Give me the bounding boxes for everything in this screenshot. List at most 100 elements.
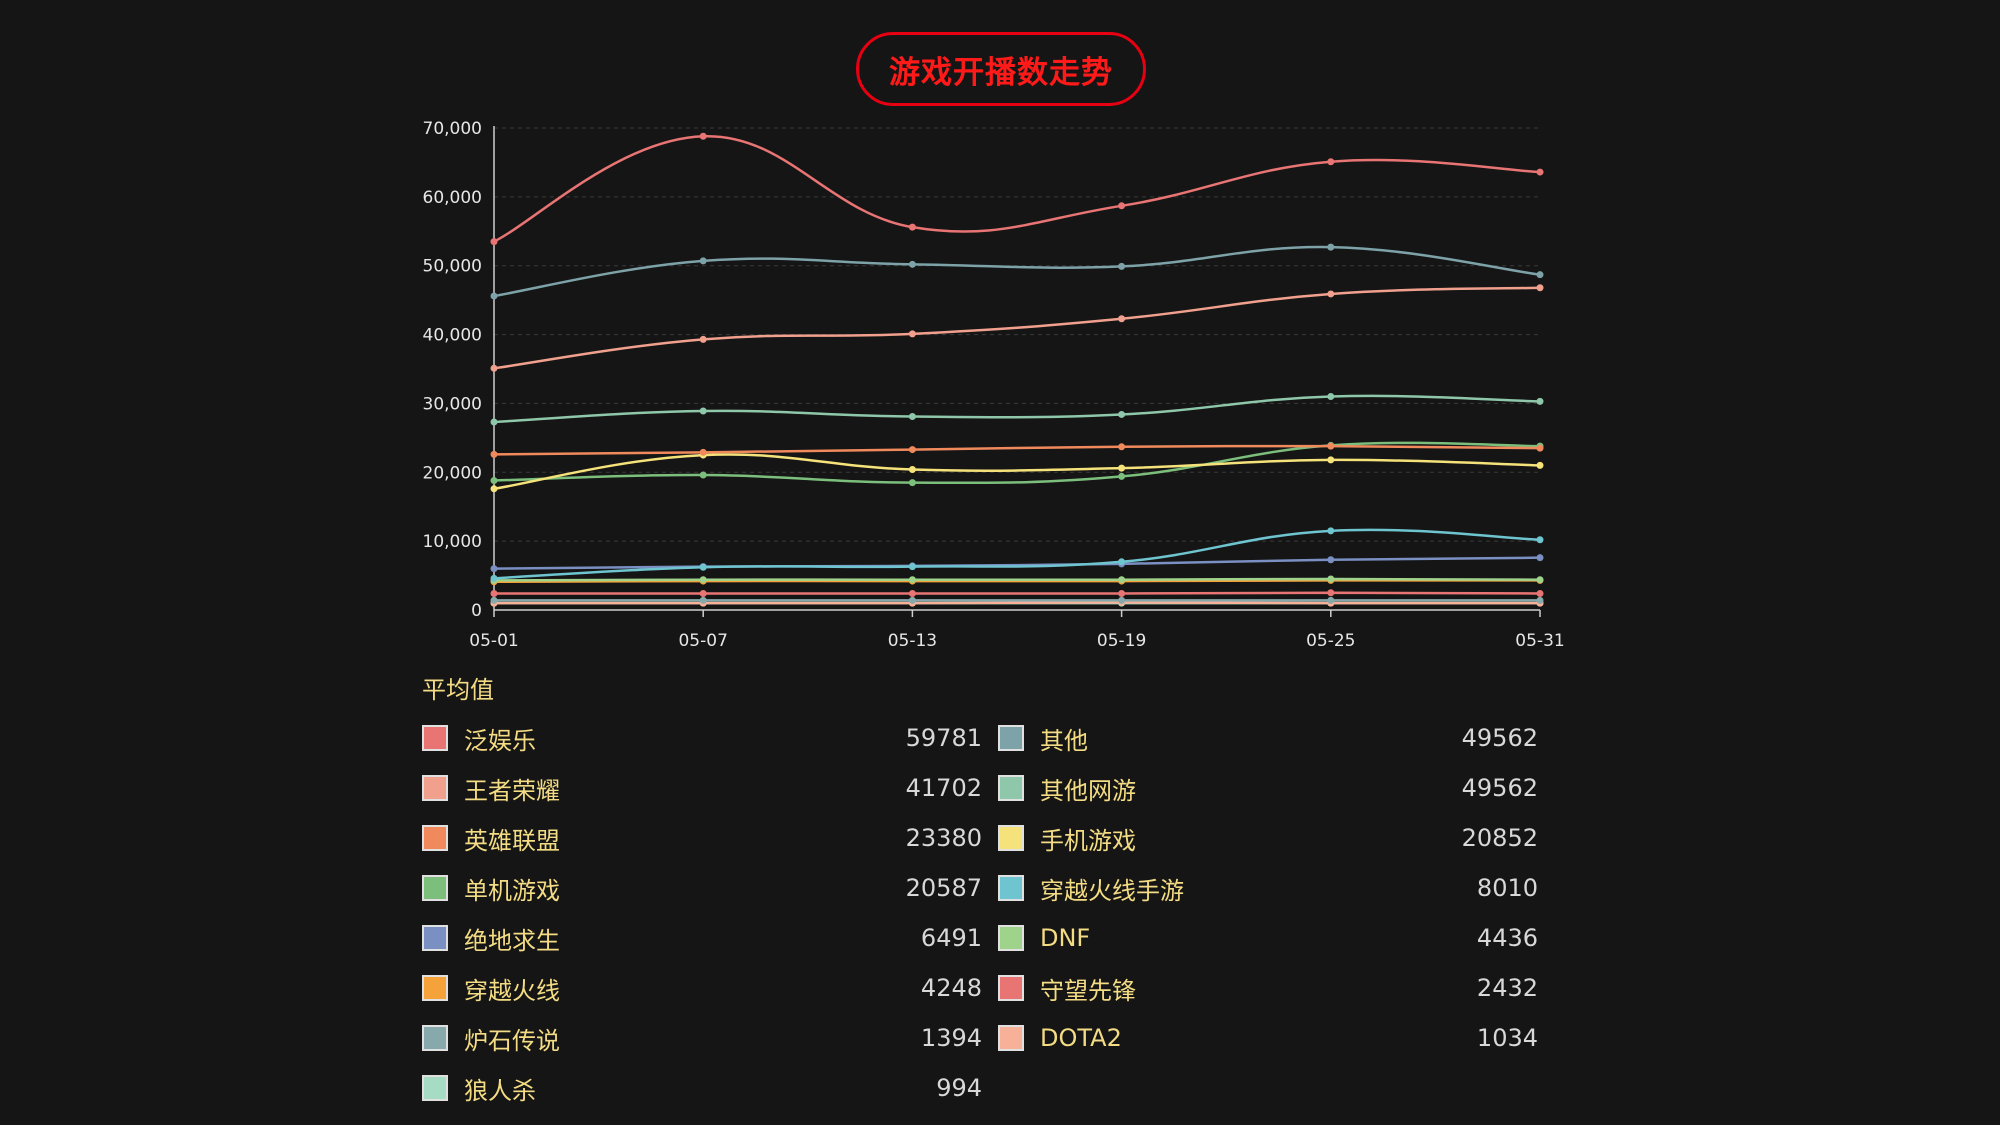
legend-name: 其他网游: [1040, 776, 1136, 805]
data-point: [1327, 393, 1335, 401]
data-point: [1118, 464, 1126, 472]
data-point: [1118, 589, 1126, 597]
legend-value: 59781: [905, 724, 982, 752]
legend-swatch: [422, 1025, 448, 1051]
data-point: [490, 477, 498, 485]
series-line: [493, 245, 1541, 298]
data-point: [908, 223, 916, 231]
legend-item: 王者荣耀 41702: [422, 768, 982, 808]
data-point: [908, 479, 916, 487]
data-point: [699, 407, 707, 415]
legend-name: 炉石传说: [464, 1026, 560, 1055]
legend-swatch: [422, 1075, 448, 1101]
legend-value: 49562: [1461, 774, 1538, 802]
legend-name: 穿越火线: [464, 976, 560, 1005]
legend-swatch: [422, 925, 448, 951]
legend-value: 2432: [1476, 974, 1538, 1002]
data-point: [908, 260, 916, 268]
legend-item: 泛娱乐 59781: [422, 718, 982, 758]
legend-item: 单机游戏 20587: [422, 868, 982, 908]
data-point: [908, 413, 916, 421]
legend-name: 王者荣耀: [464, 776, 560, 805]
line-chart: 0 10,000 20,000 30,000 40,000 50,000 60,000 70,…: [423, 119, 1565, 651]
data-point: [699, 563, 707, 571]
data-point: [908, 466, 916, 474]
legend-item: 狼人杀 994: [422, 1068, 982, 1108]
legend-swatch: [998, 975, 1024, 1001]
legend-item: 手机游戏 20852: [998, 818, 1538, 858]
data-point: [490, 589, 498, 597]
legend-name: 绝地求生: [464, 926, 560, 955]
legend-value: 41702: [905, 774, 982, 802]
legend-swatch: [998, 1025, 1024, 1051]
data-point: [1327, 527, 1335, 535]
y-tick-label: 30,000: [423, 394, 482, 414]
x-tick-label: 05-13: [888, 631, 937, 651]
data-point: [1118, 576, 1126, 584]
y-tick-label: 70,000: [423, 119, 482, 139]
legend-swatch: [422, 725, 448, 751]
legend-swatch: [422, 775, 448, 801]
legend-item: 其他网游 49562: [998, 768, 1538, 808]
data-point: [1536, 168, 1544, 176]
legend-item: 其他 49562: [998, 718, 1538, 758]
data-point: [1536, 461, 1544, 469]
data-point: [1118, 472, 1126, 480]
data-point: [1118, 596, 1126, 604]
legend-item: DOTA2 1034: [998, 1018, 1538, 1058]
legend-swatch: [998, 725, 1024, 751]
legend-value: 4248: [920, 974, 982, 1002]
data-point: [1118, 443, 1126, 451]
series-line: [493, 601, 1541, 605]
legend-name: 狼人杀: [464, 1076, 536, 1105]
series-line: [493, 591, 1541, 595]
legend-name: DNF: [1040, 924, 1091, 952]
data-point: [699, 132, 707, 140]
legend-swatch: [422, 825, 448, 851]
series-line: [493, 286, 1541, 370]
legend-item: 守望先锋 2432: [998, 968, 1538, 1008]
data-point: [1327, 243, 1335, 251]
average-label: 平均值: [422, 676, 494, 704]
legend-value: 1034: [1476, 1024, 1538, 1052]
legend-item: 绝地求生 6491: [422, 918, 982, 958]
legend-value: 994: [936, 1074, 982, 1102]
data-point: [490, 565, 498, 573]
legend-item: DNF 4436: [998, 918, 1538, 958]
data-point: [490, 418, 498, 426]
data-point: [699, 576, 707, 584]
legend-name: 手机游戏: [1040, 826, 1136, 855]
data-point: [1118, 262, 1126, 270]
legend-name: 穿越火线手游: [1040, 876, 1184, 905]
data-point: [1536, 444, 1544, 452]
legend-swatch: [998, 825, 1024, 851]
x-tick-label: 05-01: [469, 631, 518, 651]
y-tick-label: 50,000: [423, 257, 482, 277]
data-point: [908, 596, 916, 604]
legend-value: 20587: [905, 874, 982, 902]
series-line: [493, 556, 1541, 570]
series-line: [493, 394, 1541, 424]
legend-swatch: [422, 975, 448, 1001]
data-point: [490, 292, 498, 300]
y-tick-label: 0: [471, 601, 482, 621]
data-point: [699, 448, 707, 456]
legend-item: 穿越火线手游 8010: [998, 868, 1538, 908]
data-point: [490, 596, 498, 604]
data-point: [490, 364, 498, 372]
data-point: [699, 596, 707, 604]
data-point: [908, 589, 916, 597]
legend-swatch: [998, 925, 1024, 951]
data-point: [1327, 442, 1335, 450]
data-point: [1327, 456, 1335, 464]
data-point: [1327, 596, 1335, 604]
data-point: [1536, 536, 1544, 544]
legend-value: 6491: [920, 924, 982, 952]
chart-title: 游戏开播数走势: [856, 32, 1146, 106]
legend-name: 其他: [1040, 726, 1088, 755]
data-point: [1536, 576, 1544, 584]
legend-name: 守望先锋: [1040, 976, 1136, 1005]
data-point: [1536, 271, 1544, 279]
data-point: [699, 589, 707, 597]
data-point: [1327, 556, 1335, 564]
